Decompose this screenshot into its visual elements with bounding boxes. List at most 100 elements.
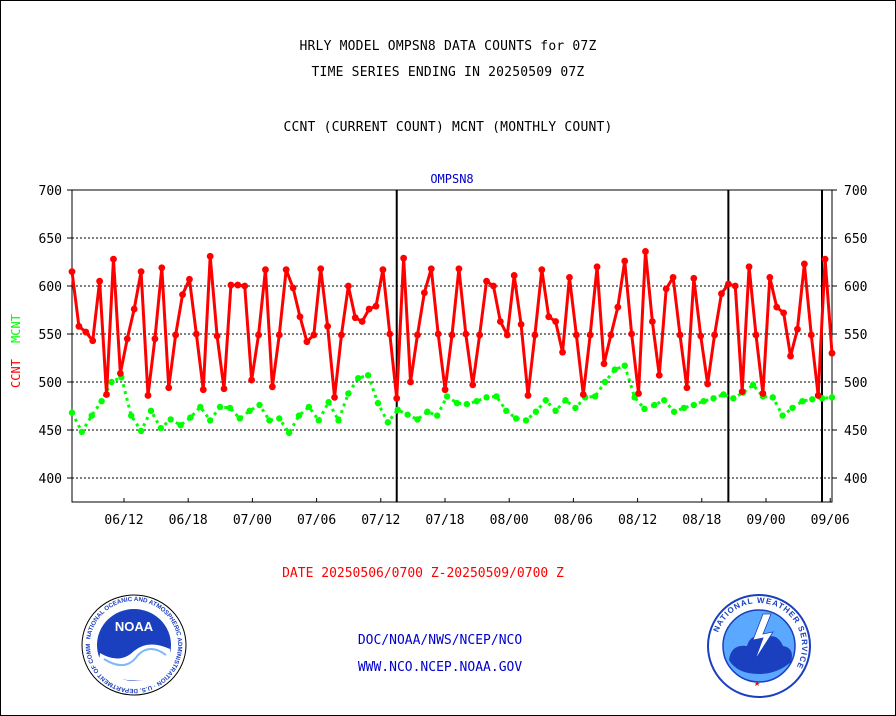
mcnt-point	[601, 378, 609, 386]
ccnt-point	[296, 313, 304, 321]
ccnt-point	[344, 282, 352, 290]
ccnt-point	[227, 281, 235, 289]
ccnt-point	[151, 335, 159, 343]
y-tick-label-right: 600	[844, 280, 867, 295]
ccnt-point	[137, 268, 145, 275]
y-tick-label-left: 550	[39, 328, 62, 343]
x-tick-label: 07/12	[361, 513, 400, 528]
ccnt-point	[531, 331, 539, 339]
ccnt-point	[213, 332, 221, 340]
ccnt-point	[655, 371, 663, 379]
ccnt-point	[144, 392, 152, 399]
ccnt-point	[275, 331, 283, 339]
ccnt-point	[268, 383, 276, 391]
ccnt-point	[372, 302, 380, 310]
mcnt-point	[364, 372, 372, 379]
mcnt-point	[433, 412, 441, 419]
mcnt-point	[591, 393, 599, 400]
date-range-label: DATE 20250506/0700 Z-20250509/0700 Z	[282, 566, 564, 581]
mcnt-point	[503, 407, 510, 414]
ccnt-point	[220, 385, 228, 393]
mcnt-point	[453, 399, 461, 407]
mcnt-point	[216, 403, 224, 411]
y-tick-label-right: 400	[844, 472, 867, 487]
mcnt-point	[690, 401, 698, 409]
mcnt-point	[325, 398, 332, 406]
mcnt-point	[680, 404, 688, 412]
y-axis-label-mcnt: MCNT	[9, 314, 23, 343]
ccnt-point	[75, 322, 83, 330]
ccnt-point	[386, 330, 394, 338]
ccnt-point	[586, 331, 594, 339]
ccnt-point	[648, 318, 656, 325]
ccnt-point	[566, 273, 573, 281]
mcnt-point	[512, 415, 520, 422]
credit-line-2: WWW.NCO.NCEP.NOAA.GOV	[357, 660, 523, 675]
mcnt-point	[335, 417, 342, 424]
ccnt-point	[780, 309, 788, 317]
ccnt-point	[600, 360, 608, 368]
y-tick-label-left: 400	[39, 472, 62, 487]
ccnt-point	[821, 255, 829, 263]
mcnt-point	[285, 429, 293, 437]
x-tick-label: 08/06	[554, 513, 593, 528]
mcnt-point	[621, 362, 628, 369]
ccnt-point	[282, 266, 290, 274]
x-tick-label: 07/06	[297, 513, 336, 528]
ccnt-point	[434, 330, 442, 338]
mcnt-point	[266, 417, 273, 424]
mcnt-point	[670, 408, 678, 415]
ccnt-series-line	[70, 249, 834, 400]
x-tick-label: 08/18	[682, 513, 721, 528]
ccnt-point	[503, 331, 511, 339]
chart-subtitle: CCNT (CURRENT COUNT) MCNT (MONTHLY COUNT…	[283, 120, 613, 135]
x-tick-label: 06/12	[104, 513, 143, 528]
mcnt-point	[552, 407, 559, 414]
mcnt-point	[305, 403, 313, 411]
mcnt-point	[661, 397, 668, 404]
ccnt-point	[116, 369, 124, 377]
mcnt-point	[532, 408, 540, 415]
ccnt-point	[414, 331, 421, 339]
ccnt-point	[123, 335, 131, 343]
ccnt-point	[441, 386, 449, 394]
ccnt-point	[206, 252, 214, 260]
ccnt-point	[593, 263, 601, 271]
ccnt-point	[545, 313, 553, 321]
ccnt-point	[186, 275, 193, 283]
noaa-logo-text: NOAA	[115, 619, 154, 634]
x-tick-label: 07/00	[233, 513, 272, 528]
ccnt-point	[552, 318, 560, 325]
ccnt-point	[711, 331, 718, 339]
ccnt-point	[365, 305, 373, 313]
ccnt-point	[738, 388, 746, 395]
ccnt-point	[165, 384, 173, 392]
ccnt-point	[800, 260, 808, 268]
mcnt-point	[651, 401, 658, 409]
chart-title-line2: TIME SERIES ENDING IN 20250509 07Z	[311, 65, 585, 80]
ccnt-point	[89, 337, 97, 345]
ccnt-point	[669, 273, 677, 281]
ccnt-point	[718, 290, 725, 298]
ccnt-point	[773, 303, 781, 311]
y-tick-label-left: 600	[39, 280, 62, 295]
mcnt-point	[572, 404, 579, 412]
ccnt-point	[96, 277, 104, 285]
ccnt-point	[828, 349, 836, 357]
chart-title-line1: HRLY MODEL OMPSN8 DATA COUNTS for 07Z	[299, 39, 597, 54]
ccnt-point	[635, 390, 642, 397]
ccnt-point	[317, 265, 325, 273]
ccnt-point	[731, 282, 739, 290]
ccnt-point	[427, 265, 435, 273]
ccnt-point	[379, 266, 387, 274]
ccnt-point	[704, 380, 712, 388]
mcnt-point	[828, 394, 836, 401]
mcnt-point	[730, 395, 737, 402]
ccnt-point	[490, 282, 497, 290]
mcnt-point	[522, 417, 530, 424]
mcnt-point	[256, 401, 263, 409]
mcnt-point	[700, 398, 707, 405]
mcnt-point	[769, 394, 776, 401]
mcnt-point	[483, 394, 490, 401]
